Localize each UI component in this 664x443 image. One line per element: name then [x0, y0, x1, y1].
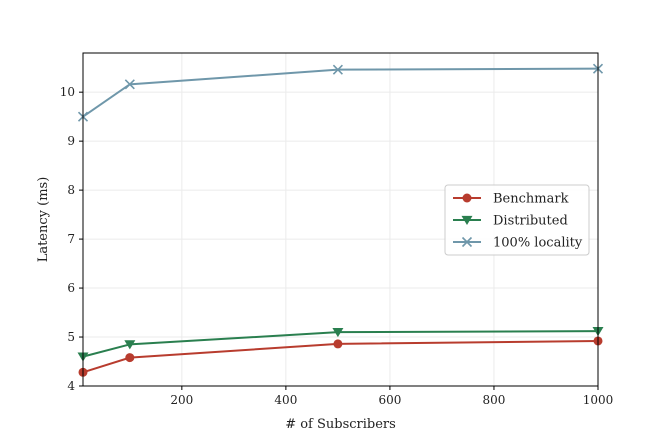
data-point [332, 64, 343, 75]
data-point [124, 340, 136, 350]
y-tick-label: 4 [67, 379, 75, 393]
legend-marker [461, 236, 473, 248]
data-point [332, 328, 344, 338]
legend: Benchmark Distributed 100% locality [444, 184, 590, 256]
y-tick-label: 7 [67, 232, 75, 246]
x-tick-label: 1000 [583, 393, 614, 407]
data-point [333, 339, 343, 349]
legend-label: 100% locality [493, 236, 583, 251]
data-point [124, 79, 135, 90]
x-tick-label: 800 [483, 393, 506, 407]
legend-item: Distributed [453, 214, 568, 229]
y-tick-label: 9 [67, 134, 75, 148]
series-line [82, 339, 599, 374]
y-tick-label: 6 [67, 281, 75, 295]
series-line [82, 330, 599, 358]
y-axis-label: Latency (ms) [36, 177, 51, 263]
legend-item: 100% locality [453, 236, 583, 251]
axis-ticks: 200 400 600 800 1000 4 5 6 7 8 9 10 [60, 85, 614, 407]
legend-item: Benchmark [453, 192, 569, 207]
legend-label: Benchmark [493, 192, 569, 207]
data-point [125, 353, 135, 363]
x-tick-label: 400 [274, 393, 297, 407]
legend-box [444, 184, 590, 256]
series-line [82, 67, 599, 118]
x-tick-label: 600 [378, 393, 401, 407]
series-1 [77, 327, 604, 362]
x-tick-label: 200 [170, 393, 193, 407]
y-tick-label: 10 [60, 85, 75, 99]
legend-label: Distributed [493, 214, 568, 229]
y-tick-label: 8 [67, 183, 75, 197]
legend-marker [461, 215, 473, 225]
series-layer [77, 63, 604, 377]
plot-frame [82, 52, 599, 387]
legend-marker [462, 193, 472, 203]
y-tick-label: 5 [67, 330, 75, 344]
x-axis-label: # of Subscribers [285, 417, 396, 432]
